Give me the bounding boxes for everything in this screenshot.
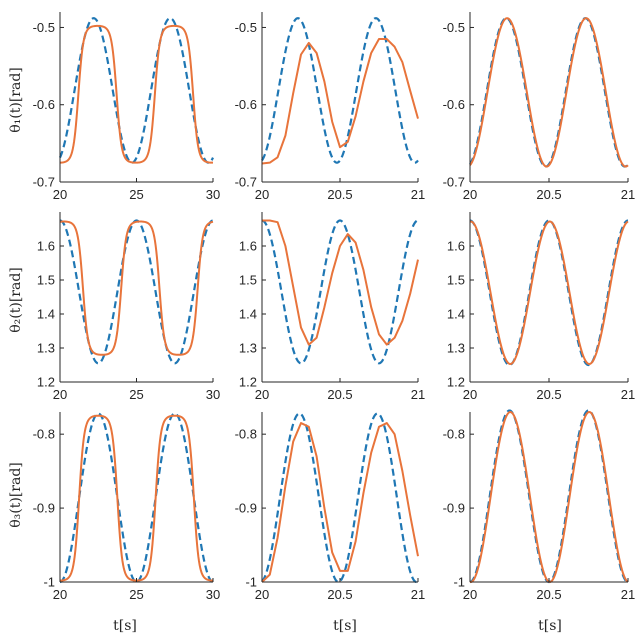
x-tick-label: 21 xyxy=(621,587,635,602)
row1-ylabel: θ₁(t)[rad] xyxy=(8,67,24,133)
x-tick-label: 21 xyxy=(621,387,635,402)
y-tick-label: 1.4 xyxy=(37,307,55,322)
x-tick-label: 20 xyxy=(53,187,67,202)
y-tick-label: -0.8 xyxy=(443,427,465,442)
y-tick-label: 1.2 xyxy=(447,375,465,390)
actual-line xyxy=(262,219,419,346)
x-tick-label: 20.5 xyxy=(536,187,561,202)
y-tick-label: 1.5 xyxy=(239,273,257,288)
y-tick-label: -0.7 xyxy=(443,175,465,190)
x-tick-label: 20.5 xyxy=(327,187,352,202)
y-tick-label: -0.9 xyxy=(235,501,257,516)
reference-line xyxy=(469,219,629,367)
x-tick-label: 20 xyxy=(463,187,477,202)
reference-line xyxy=(469,17,629,168)
panels-layer: 20 25 30-0.7-0.6-0.520 20.5 21-0.7-0.6-0.520… xyxy=(33,12,635,602)
panel-r1c3: 20 20.5 21 -0.7 -0.6 -0.5 xyxy=(443,12,635,202)
actual-line xyxy=(59,220,214,356)
y-tick-label: -0.5 xyxy=(235,20,257,35)
x-tick-label: 20.5 xyxy=(536,387,561,402)
row2-ylabel: θ₂(t)[rad] xyxy=(8,267,24,333)
xlabel-col2: t[s] xyxy=(333,618,357,634)
y-tick-label: -0.7 xyxy=(33,175,55,190)
x-tick-label: 30 xyxy=(206,587,220,602)
y-tick-label: -0.9 xyxy=(443,501,465,516)
reference-line xyxy=(469,409,629,584)
y-tick-label: -0.6 xyxy=(33,97,55,112)
x-tick-label: 20.5 xyxy=(327,387,352,402)
panel-r2c2: 20 20.5 21 1.2 1.3 1.4 1.5 1.6 xyxy=(239,212,425,402)
y-tick-label: -1 xyxy=(43,575,55,590)
x-tick-label: 20.5 xyxy=(327,587,352,602)
x-tick-label: 21 xyxy=(411,387,425,402)
x-tick-label: 30 xyxy=(206,387,220,402)
xlabel-col1: t[s] xyxy=(113,618,137,634)
x-tick-label: 21 xyxy=(411,187,425,202)
x-tick-label: 21 xyxy=(621,187,635,202)
actual-line xyxy=(469,220,629,365)
x-tick-label: 20 xyxy=(255,387,269,402)
x-tick-label: 25 xyxy=(129,187,143,202)
row3-ylabel: θ₃(t)[rad] xyxy=(8,462,24,528)
y-tick-label: -0.8 xyxy=(33,427,55,442)
panel-r2c3: 20 20.5 21 1.2 1.3 1.4 1.5 1.6 xyxy=(447,212,635,402)
actual-line xyxy=(59,24,214,164)
panel-r1c1: 20 25 30 -0.7 -0.6 -0.5 xyxy=(33,12,220,202)
reference-line xyxy=(261,17,419,164)
y-tick-label: -0.7 xyxy=(235,175,257,190)
actual-line xyxy=(469,411,629,583)
x-tick-label: 20 xyxy=(53,587,67,602)
y-tick-label: -0.5 xyxy=(443,20,465,35)
panel-r1c2: 20 20.5 21 -0.7 -0.6 -0.5 xyxy=(235,12,425,202)
y-tick-label: 1.5 xyxy=(447,273,465,288)
y-tick-label: 1.2 xyxy=(239,375,257,390)
y-tick-label: 1.3 xyxy=(239,341,257,356)
y-tick-label: 1.3 xyxy=(447,341,465,356)
actual-line xyxy=(59,414,214,582)
y-tick-label: 1.6 xyxy=(447,239,465,254)
y-tick-label: -0.8 xyxy=(235,427,257,442)
panel-r2c1: 20 25 30 1.2 1.3 1.4 1.5 1.6 xyxy=(37,212,220,402)
actual-line xyxy=(469,17,629,168)
x-tick-label: 20 xyxy=(255,587,269,602)
y-tick-label: -0.6 xyxy=(235,97,257,112)
x-tick-label: 20 xyxy=(463,587,477,602)
x-tick-label: 20 xyxy=(53,387,67,402)
actual-line xyxy=(261,38,419,165)
x-tick-label: 25 xyxy=(129,387,143,402)
y-tick-label: 1.3 xyxy=(37,341,55,356)
xlabel-col3: t[s] xyxy=(538,618,562,634)
panel-r3c3: 20 20.5 21 -1 -0.9 -0.8 xyxy=(443,409,635,602)
y-tick-label: -0.5 xyxy=(33,20,55,35)
actual-line xyxy=(261,422,419,583)
x-tick-label: 30 xyxy=(206,187,220,202)
y-tick-label: 1.2 xyxy=(37,375,55,390)
y-tick-label: -0.6 xyxy=(443,97,465,112)
x-tick-label: 25 xyxy=(129,587,143,602)
reference-line xyxy=(261,219,419,365)
y-tick-label: 1.5 xyxy=(37,273,55,288)
y-tick-label: 1.6 xyxy=(239,239,257,254)
y-tick-label: 1.4 xyxy=(239,307,257,322)
x-tick-label: 20 xyxy=(463,387,477,402)
x-tick-label: 20.5 xyxy=(536,587,561,602)
y-tick-label: -0.9 xyxy=(33,501,55,516)
panel-r3c2: 20 20.5 21 -1 -0.9 -0.8 xyxy=(235,412,425,602)
panel-r3c1: 20 25 30 -1 -0.9 -0.8 xyxy=(33,412,220,602)
x-tick-label: 21 xyxy=(411,587,425,602)
reference-line xyxy=(261,412,419,584)
y-tick-label: 1.6 xyxy=(37,239,55,254)
y-tick-label: -1 xyxy=(453,575,465,590)
y-tick-label: -1 xyxy=(245,575,257,590)
x-tick-label: 20 xyxy=(255,187,269,202)
y-tick-label: 1.4 xyxy=(447,307,465,322)
